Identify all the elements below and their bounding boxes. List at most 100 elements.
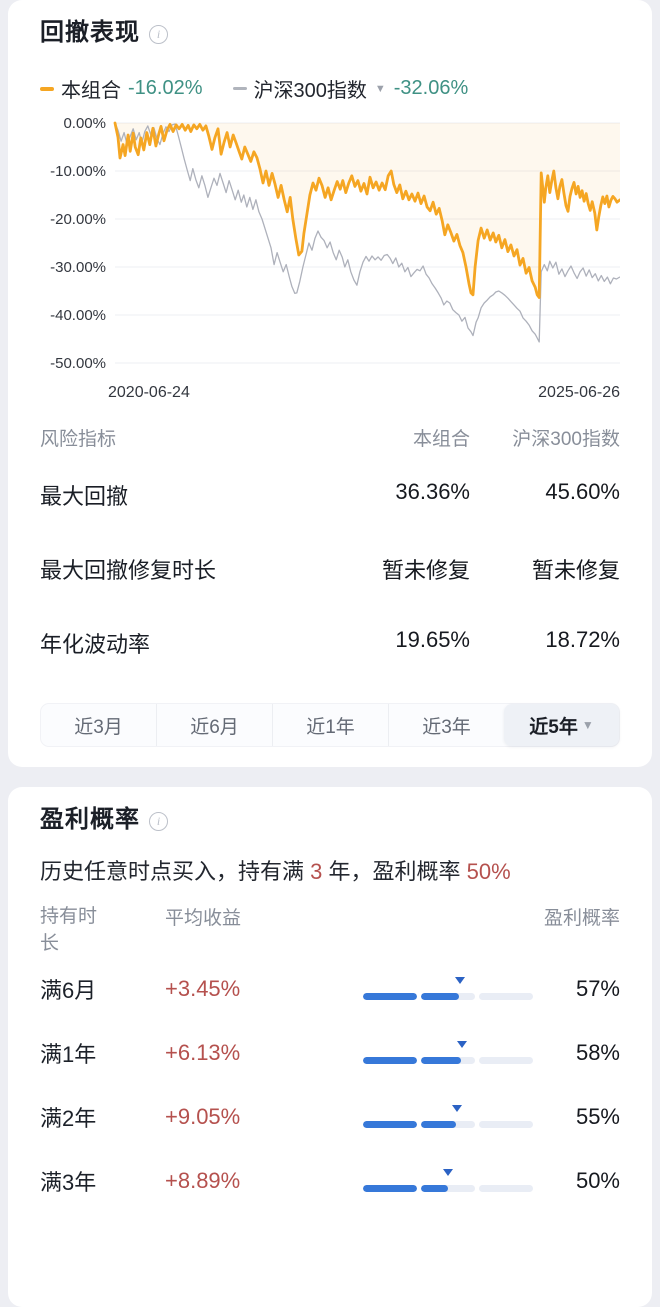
risk-table-body: 最大回撤 36.36% 45.60% 最大回撤修复时长 暂未修复 暂未修复 年化波动率 19.… xyxy=(40,479,620,659)
profit-header-period: 持有时长 xyxy=(40,906,98,954)
probability-marker-icon xyxy=(456,1041,467,1048)
risk-table-header: 风险指标 本组合 沪深300指数 xyxy=(40,424,620,451)
profit-table-body: 满6月 +3.45% 57% 满1年 +6.13% 58% 满2年 +9.05% 55% 满3年 +… xyxy=(40,973,620,1197)
probability-bar-track xyxy=(363,993,533,1000)
probability-value: 50% xyxy=(575,1168,620,1193)
profit-header-return: 平均收益 xyxy=(165,908,242,929)
risk-benchmark-value: 18.72% xyxy=(545,627,620,652)
bar-segment xyxy=(363,1057,417,1064)
bar-segment xyxy=(421,993,475,1000)
profit-table-row: 满2年 +9.05% 55% xyxy=(40,1101,620,1133)
probability-bar-track xyxy=(363,1121,533,1128)
tab-label: 近5年 xyxy=(529,716,578,738)
portfolio-area-fill xyxy=(115,123,620,298)
risk-benchmark-value: 45.60% xyxy=(545,479,620,504)
risk-portfolio-value: 36.36% xyxy=(395,479,470,504)
probability-marker-icon xyxy=(454,977,465,984)
avg-return-value: +9.05% xyxy=(165,1104,241,1129)
holding-period-label: 满3年 xyxy=(40,1170,97,1195)
probability-value: 57% xyxy=(575,976,620,1001)
y-axis-tick-label: -30.00% xyxy=(50,259,106,276)
holding-period-label: 满1年 xyxy=(40,1042,97,1067)
portfolio-legend-label: 本组合 xyxy=(61,80,121,102)
y-axis-tick-label: -50.00% xyxy=(50,355,106,372)
y-axis-tick-label: 0.00% xyxy=(63,115,106,132)
probability-bar-track xyxy=(363,1185,533,1192)
sentence-part2: 年，盈利概率 xyxy=(322,859,467,884)
tab-period-3[interactable]: 近1年 xyxy=(272,704,388,746)
benchmark-drawdown-value: -32.06% xyxy=(393,77,469,99)
risk-table-row: 年化波动率 19.65% 18.72% xyxy=(40,627,620,659)
drawdown-card: 回撤表现 i 本组合 -16.02% 沪深300指数 ▼ -32.06% 0.0… xyxy=(8,0,652,767)
probability-marker-icon xyxy=(443,1169,453,1176)
profit-title-row: 盈利概率 i xyxy=(40,805,620,835)
avg-return-value: +8.89% xyxy=(165,1168,241,1193)
avg-return-value: +3.45% xyxy=(165,976,241,1001)
risk-metric-label: 最大回撤 xyxy=(40,484,129,509)
bar-segment-fill xyxy=(421,1057,461,1064)
chevron-down-icon: ▼ xyxy=(581,718,594,732)
bar-segment xyxy=(479,1121,533,1128)
profit-table-header: 持有时长 平均收益 盈利概率 xyxy=(40,903,620,957)
drawdown-chart: 0.00% -10.00% -20.00% -30.00% -40.00% -50.00%… xyxy=(50,115,622,401)
risk-header-portfolio: 本组合 xyxy=(412,429,470,450)
bar-segment-fill xyxy=(421,1121,457,1128)
risk-benchmark-value: 暂未修复 xyxy=(531,558,620,583)
legend-benchmark[interactable]: 沪深300指数 ▼ -32.06% xyxy=(232,74,469,103)
x-axis-start-label: 2020-06-24 xyxy=(108,384,190,401)
profit-table-row: 满3年 +8.89% 50% xyxy=(40,1165,620,1197)
tab-period-4[interactable]: 近3年 xyxy=(388,704,504,746)
probability-bar xyxy=(363,1041,533,1065)
bar-segment-fill xyxy=(421,993,460,1000)
tab-label: 近6月 xyxy=(190,716,239,738)
sentence-part1: 历史任意时点买入，持有满 xyxy=(40,859,311,884)
risk-header-benchmark: 沪深300指数 xyxy=(512,429,620,450)
info-icon[interactable]: i xyxy=(149,811,168,831)
profit-probability-value: 50% xyxy=(466,859,511,884)
profit-sentence: 历史任意时点买入，持有满 3 年，盈利概率 50% xyxy=(40,857,620,887)
tab-label: 近3年 xyxy=(422,716,471,738)
probability-bar-track xyxy=(363,1057,533,1064)
holding-period-label: 满2年 xyxy=(40,1106,97,1131)
risk-portfolio-value: 暂未修复 xyxy=(381,558,470,583)
holding-period-label: 满6月 xyxy=(40,978,97,1003)
profit-section-title: 盈利概率 xyxy=(40,806,140,833)
bar-segment xyxy=(363,1121,417,1128)
y-axis-tick-label: -40.00% xyxy=(50,307,106,324)
tab-period-2[interactable]: 近6月 xyxy=(156,704,272,746)
bar-segment xyxy=(421,1185,475,1192)
probability-value: 55% xyxy=(575,1104,620,1129)
risk-table: 风险指标 本组合 沪深300指数 最大回撤 36.36% 45.60% 最大回撤修复时… xyxy=(40,424,620,659)
holding-years-value: 3 xyxy=(310,859,323,884)
bar-segment-fill xyxy=(363,1121,417,1128)
drawdown-section-title: 回撤表现 xyxy=(40,19,140,46)
drawdown-title-row: 回撤表现 i xyxy=(40,18,620,48)
probability-bar xyxy=(363,1169,533,1193)
tab-period-5[interactable]: 近5年 ▼ xyxy=(504,704,619,746)
bar-segment xyxy=(479,1057,533,1064)
bar-segment xyxy=(479,1185,533,1192)
bar-segment xyxy=(363,1185,417,1192)
risk-table-row: 最大回撤修复时长 暂未修复 暂未修复 xyxy=(40,553,620,585)
info-icon[interactable]: i xyxy=(149,24,168,44)
risk-metric-label: 年化波动率 xyxy=(40,632,151,657)
bar-segment xyxy=(421,1121,475,1128)
y-axis-tick-label: -20.00% xyxy=(50,211,106,228)
benchmark-dash-icon xyxy=(232,87,247,90)
risk-header-metric: 风险指标 xyxy=(40,429,117,450)
risk-portfolio-value: 19.65% xyxy=(395,627,470,652)
benchmark-line xyxy=(114,122,621,343)
bar-segment xyxy=(363,993,417,1000)
y-axis-tick-label: -10.00% xyxy=(50,163,106,180)
profit-table-row: 满1年 +6.13% 58% xyxy=(40,1037,620,1069)
avg-return-value: +6.13% xyxy=(165,1040,241,1065)
benchmark-legend-label: 沪深300指数 xyxy=(253,80,367,102)
probability-bar xyxy=(363,977,533,1001)
bar-segment-fill xyxy=(363,1057,417,1064)
tab-period-1[interactable]: 近3月 xyxy=(41,704,156,746)
bar-segment xyxy=(479,993,533,1000)
profit-table-row: 满6月 +3.45% 57% xyxy=(40,973,620,1005)
legend-portfolio: 本组合 -16.02% xyxy=(40,74,203,103)
profit-card: 盈利概率 i 历史任意时点买入，持有满 3 年，盈利概率 50% 持有时长 平均… xyxy=(8,787,652,1307)
